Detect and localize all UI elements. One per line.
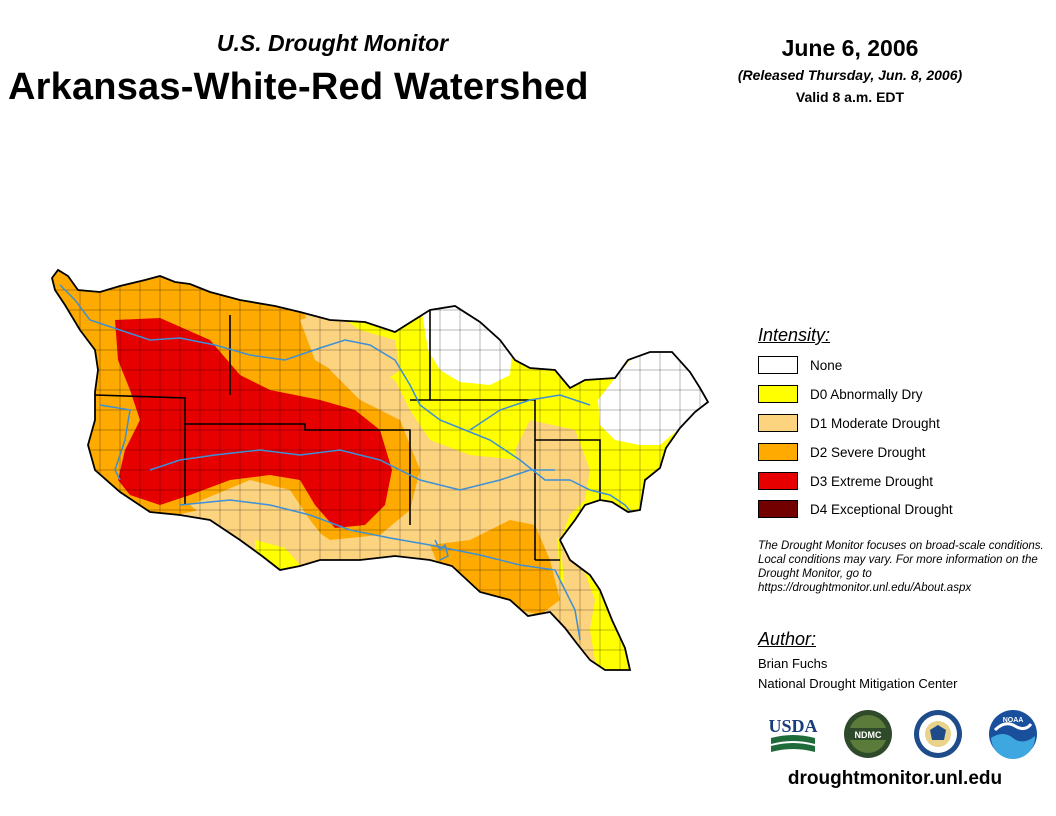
legend-swatch xyxy=(758,472,798,490)
map-title: Arkansas-White-Red Watershed xyxy=(8,66,589,108)
legend-label: None xyxy=(810,357,843,373)
legend-swatch xyxy=(758,356,798,374)
legend-swatch xyxy=(758,500,798,518)
legend-label: D0 Abnormally Dry xyxy=(810,386,923,402)
disclaimer-note: The Drought Monitor focuses on broad-sca… xyxy=(758,540,1044,594)
usda-logo: USDA xyxy=(768,716,818,752)
usda-logo-text: USDA xyxy=(768,716,817,736)
ndmc-logo-text: NDMC xyxy=(855,730,882,740)
valid-time: Valid 8 a.m. EDT xyxy=(795,89,905,105)
legend-item-d2: D2 Severe Drought xyxy=(758,442,926,462)
drought-map xyxy=(51,268,710,671)
legend-item-none: None xyxy=(758,355,842,375)
legend-title: Intensity: xyxy=(758,325,831,345)
commerce-seal xyxy=(914,710,962,758)
noaa-logo-text: NOAA xyxy=(1003,717,1024,724)
author-organization: National Drought Mitigation Center xyxy=(758,676,958,691)
legend-item-d3: D3 Extreme Drought xyxy=(758,471,933,491)
legend-label: D4 Exceptional Drought xyxy=(810,501,953,517)
legend-item-d1: D1 Moderate Drought xyxy=(758,413,940,433)
legend-swatch xyxy=(758,443,798,461)
author-heading: Author: xyxy=(758,629,817,649)
website-url[interactable]: droughtmonitor.unl.edu xyxy=(787,768,1003,789)
legend-item-d0: D0 Abnormally Dry xyxy=(758,384,923,404)
map-subtitle: U.S. Drought Monitor xyxy=(216,30,449,56)
legend-label: D2 Severe Drought xyxy=(810,444,926,460)
legend-label: D3 Extreme Drought xyxy=(810,473,934,489)
valid-date: June 6, 2006 xyxy=(781,35,919,61)
author-name: Brian Fuchs xyxy=(758,656,828,671)
legend-label: D1 Moderate Drought xyxy=(810,415,940,431)
legend-item-d4: D4 Exceptional Drought xyxy=(758,499,953,519)
ndmc-logo: NDMC xyxy=(844,710,892,758)
legend-swatch xyxy=(758,385,798,403)
release-date: (Released Thursday, Jun. 8, 2006) xyxy=(737,67,963,83)
legend-swatch xyxy=(758,414,798,432)
noaa-logo: NOAA xyxy=(989,710,1037,760)
